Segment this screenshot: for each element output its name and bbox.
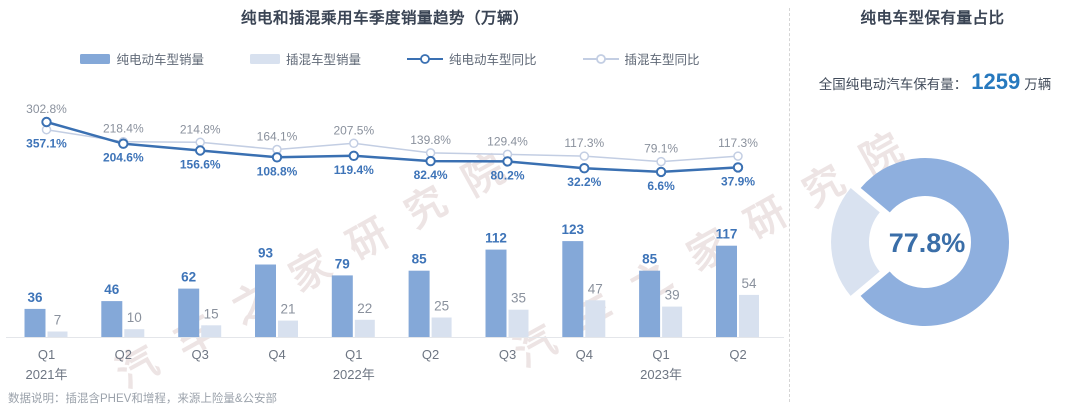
svg-text:112: 112 (485, 231, 507, 246)
svg-text:302.8%: 302.8% (26, 102, 67, 116)
svg-text:37.9%: 37.9% (721, 174, 755, 188)
svg-text:85: 85 (642, 252, 658, 267)
legend-item-bev-yoy[interactable]: 纯电动车型同比 (407, 49, 537, 68)
legend-item-bev-sales[interactable]: 纯电动车型销量 (80, 49, 204, 68)
svg-text:Q4: Q4 (576, 347, 593, 362)
svg-text:2023年: 2023年 (640, 367, 682, 382)
sales-trend-chart: 36 7 Q1 46 10 Q2 62 15 Q3 93 21 Q4 79 22 Q1 85 25 Q2 112 35… (6, 102, 784, 382)
svg-text:21: 21 (280, 302, 295, 317)
panel-divider (789, 8, 790, 402)
left-chart-title: 纯电和插混乘用车季度销量趋势（万辆） (240, 10, 529, 27)
chart-legend: 纯电动车型销量 插混车型销量 纯电动车型同比 插混车型同比 (0, 49, 780, 68)
legend-label: 插混车型同比 (624, 53, 700, 67)
svg-text:Q2: Q2 (422, 347, 439, 362)
svg-text:117.3%: 117.3% (718, 136, 758, 150)
svg-text:Q1: Q1 (652, 347, 669, 362)
svg-text:Q4: Q4 (268, 347, 285, 362)
svg-text:79.1%: 79.1% (644, 142, 678, 156)
svg-text:123: 123 (562, 222, 585, 237)
svg-text:46: 46 (104, 282, 120, 297)
svg-text:6.6%: 6.6% (647, 179, 675, 193)
bev-line-swatch-icon (407, 53, 443, 65)
svg-text:139.8%: 139.8% (410, 133, 451, 147)
svg-text:117.3%: 117.3% (564, 136, 604, 150)
svg-text:36: 36 (27, 290, 43, 305)
svg-text:47: 47 (588, 281, 603, 296)
svg-text:Q1: Q1 (38, 347, 55, 362)
sales-trend-panel: 纯电和插混乘用车季度销量趋势（万辆） 纯电动车型销量 插混车型销量 纯电动车型同… (0, 10, 784, 405)
stat-label: 全国纯电动汽车保有量： (818, 77, 968, 92)
ev-stock-stat: 全国纯电动汽车保有量： 1259 万辆 (790, 69, 1080, 95)
phev-bar-swatch-icon (249, 53, 280, 65)
svg-text:82.4%: 82.4% (414, 168, 448, 182)
svg-text:79: 79 (335, 256, 350, 271)
phev-line-swatch-icon (582, 53, 619, 65)
svg-text:204.6%: 204.6% (103, 151, 144, 165)
ev-share-panel: 纯电车型保有量占比 全国纯电动汽车保有量： 1259 万辆 77.8% (790, 0, 1080, 410)
svg-text:129.4%: 129.4% (487, 134, 528, 148)
svg-text:119.4%: 119.4% (334, 163, 374, 177)
svg-text:39: 39 (665, 288, 680, 303)
stat-value: 1259 (971, 69, 1021, 94)
svg-text:Q3: Q3 (499, 347, 516, 362)
svg-text:85: 85 (412, 252, 428, 267)
svg-text:214.8%: 214.8% (180, 122, 221, 136)
svg-text:2022年: 2022年 (333, 367, 375, 382)
svg-text:Q3: Q3 (192, 347, 209, 362)
svg-text:108.8%: 108.8% (257, 164, 298, 178)
svg-text:80.2%: 80.2% (490, 168, 524, 182)
svg-text:357.1%: 357.1% (26, 137, 67, 151)
legend-label: 插混车型销量 (285, 53, 361, 67)
svg-text:7: 7 (54, 313, 62, 328)
svg-text:62: 62 (181, 270, 196, 285)
svg-text:77.8%: 77.8% (889, 228, 966, 258)
svg-text:164.1%: 164.1% (257, 130, 298, 144)
svg-text:218.4%: 218.4% (103, 122, 144, 136)
svg-text:15: 15 (204, 306, 219, 321)
svg-text:32.2%: 32.2% (567, 175, 601, 189)
svg-text:Q2: Q2 (729, 347, 746, 362)
svg-text:93: 93 (258, 246, 274, 261)
svg-text:2021年: 2021年 (26, 367, 68, 382)
legend-item-phev-sales[interactable]: 插混车型销量 (249, 49, 361, 68)
svg-text:35: 35 (511, 291, 526, 306)
svg-text:22: 22 (357, 301, 372, 316)
svg-text:Q1: Q1 (345, 347, 362, 362)
legend-item-phev-yoy[interactable]: 插混车型同比 (582, 49, 700, 68)
right-chart-title: 纯电车型保有量占比 (860, 10, 1005, 27)
svg-text:25: 25 (434, 299, 449, 314)
svg-text:10: 10 (127, 310, 142, 325)
svg-text:156.6%: 156.6% (180, 158, 221, 172)
data-source-note: 数据说明：插混含PHEV和增程，来源上险量&公安部 (8, 393, 277, 405)
svg-text:207.5%: 207.5% (333, 123, 374, 137)
bev-bar-swatch-icon (80, 53, 111, 65)
ev-share-donut-chart: 77.8% (831, 158, 1010, 327)
legend-label: 纯电动车型销量 (116, 53, 204, 67)
stat-unit: 万辆 (1024, 77, 1052, 92)
svg-text:54: 54 (741, 276, 757, 291)
svg-text:117: 117 (716, 227, 738, 242)
svg-text:Q2: Q2 (115, 347, 132, 362)
legend-label: 纯电动车型同比 (449, 53, 537, 67)
